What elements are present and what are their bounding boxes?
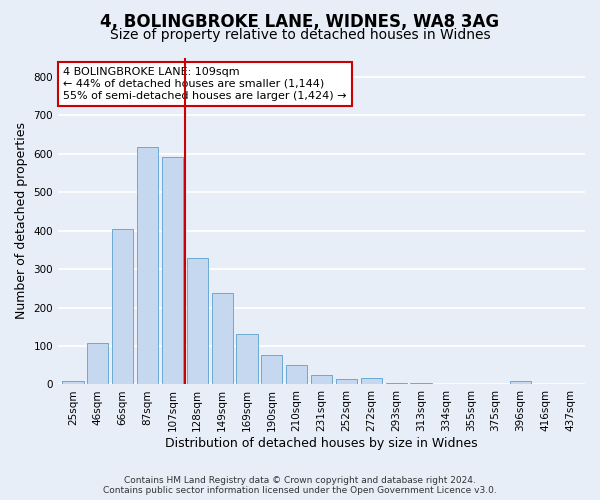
Text: 4, BOLINGBROKE LANE, WIDNES, WA8 3AG: 4, BOLINGBROKE LANE, WIDNES, WA8 3AG bbox=[100, 12, 500, 30]
Bar bbox=[62, 382, 83, 384]
Bar bbox=[261, 355, 283, 384]
Bar bbox=[286, 365, 307, 384]
Bar bbox=[162, 156, 183, 384]
Bar bbox=[311, 375, 332, 384]
Bar bbox=[187, 258, 208, 384]
Bar bbox=[87, 344, 109, 384]
Bar bbox=[510, 382, 531, 384]
X-axis label: Distribution of detached houses by size in Widnes: Distribution of detached houses by size … bbox=[165, 437, 478, 450]
Bar bbox=[112, 229, 133, 384]
Bar bbox=[137, 147, 158, 384]
Bar bbox=[336, 380, 357, 384]
Text: Size of property relative to detached houses in Widnes: Size of property relative to detached ho… bbox=[110, 28, 490, 42]
Bar bbox=[236, 334, 257, 384]
Bar bbox=[386, 383, 407, 384]
Text: Contains HM Land Registry data © Crown copyright and database right 2024.
Contai: Contains HM Land Registry data © Crown c… bbox=[103, 476, 497, 495]
Bar bbox=[212, 294, 233, 384]
Bar bbox=[410, 382, 431, 384]
Y-axis label: Number of detached properties: Number of detached properties bbox=[15, 122, 28, 320]
Text: 4 BOLINGBROKE LANE: 109sqm
← 44% of detached houses are smaller (1,144)
55% of s: 4 BOLINGBROKE LANE: 109sqm ← 44% of deta… bbox=[64, 68, 347, 100]
Bar bbox=[361, 378, 382, 384]
